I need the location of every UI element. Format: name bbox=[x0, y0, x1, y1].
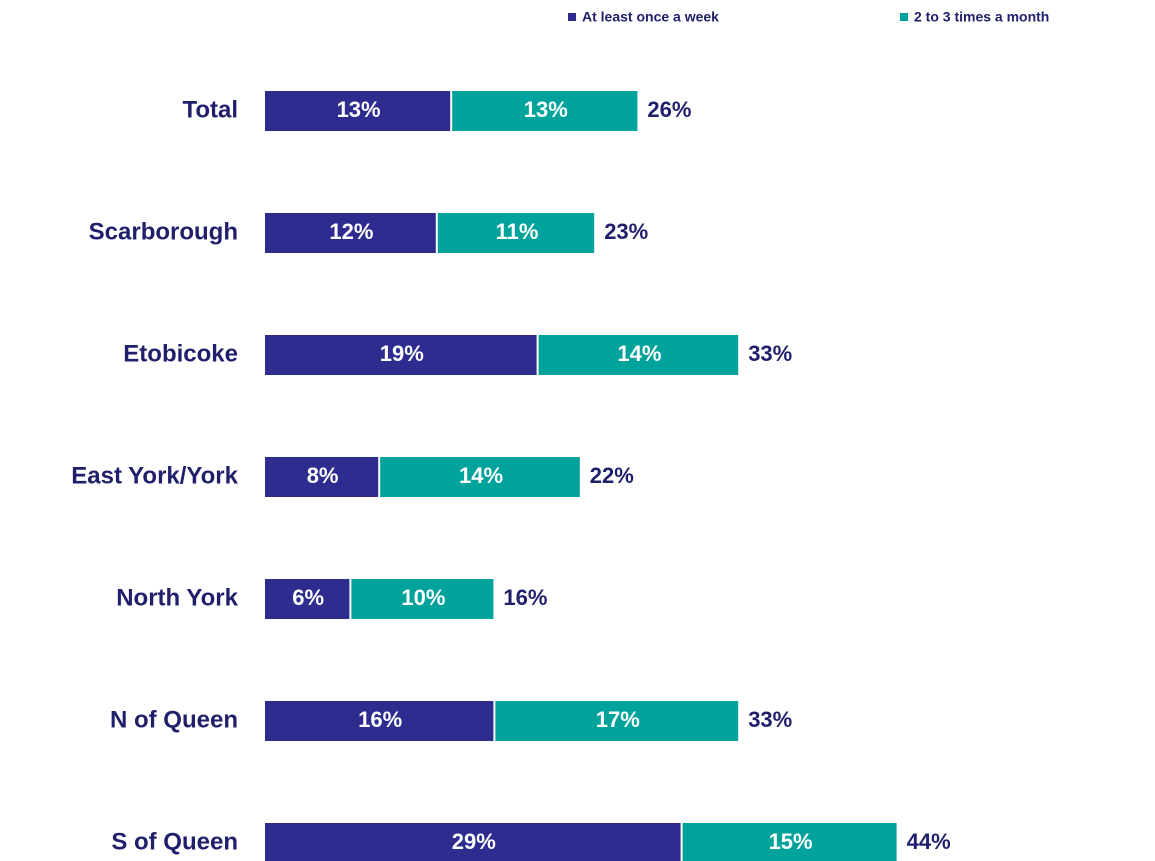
bar-segment bbox=[265, 335, 537, 375]
bar-segment bbox=[265, 457, 379, 497]
data-label: 14% bbox=[459, 463, 503, 488]
data-label: 19% bbox=[380, 341, 424, 366]
total-label: 33% bbox=[748, 341, 792, 366]
bar-segment bbox=[495, 701, 739, 741]
bar-segment bbox=[265, 213, 436, 253]
data-label: 14% bbox=[617, 341, 661, 366]
legend-label: 2 to 3 times a month bbox=[914, 9, 1049, 25]
category-label: Etobicoke bbox=[123, 340, 238, 367]
legend-swatch bbox=[900, 13, 908, 21]
bar-segment bbox=[380, 457, 580, 497]
total-label: 23% bbox=[604, 219, 648, 244]
bar-segment bbox=[538, 335, 739, 375]
total-label: 33% bbox=[748, 707, 792, 732]
bar-segment bbox=[265, 823, 681, 861]
data-label: 13% bbox=[524, 97, 568, 122]
legend-swatch bbox=[568, 13, 576, 21]
data-label: 16% bbox=[358, 707, 402, 732]
data-label: 11% bbox=[496, 219, 539, 244]
bar-segment bbox=[437, 213, 595, 253]
data-label: 6% bbox=[292, 585, 324, 610]
data-label: 15% bbox=[769, 829, 813, 854]
bar-segment bbox=[682, 823, 897, 861]
data-label: 10% bbox=[401, 585, 445, 610]
total-label: 26% bbox=[647, 97, 691, 122]
bar-segment bbox=[265, 701, 494, 741]
data-label: 8% bbox=[307, 463, 339, 488]
data-label: 12% bbox=[329, 219, 373, 244]
bar-segment bbox=[265, 91, 451, 131]
total-label: 44% bbox=[907, 829, 951, 854]
category-label: North York bbox=[116, 584, 238, 611]
category-label: S of Queen bbox=[111, 828, 238, 855]
legend-label: At least once a week bbox=[582, 9, 719, 25]
data-label: 29% bbox=[452, 829, 496, 854]
category-label: N of Queen bbox=[110, 706, 238, 733]
total-label: 16% bbox=[503, 585, 547, 610]
data-label: 17% bbox=[596, 707, 640, 732]
category-label: East York/York bbox=[71, 462, 238, 489]
bar-segment bbox=[351, 579, 494, 619]
data-label: 13% bbox=[337, 97, 381, 122]
bar-segment bbox=[265, 579, 350, 619]
category-label: Scarborough bbox=[89, 218, 238, 245]
bar-segment bbox=[452, 91, 638, 131]
category-label: Total bbox=[182, 96, 238, 123]
total-label: 22% bbox=[590, 463, 634, 488]
